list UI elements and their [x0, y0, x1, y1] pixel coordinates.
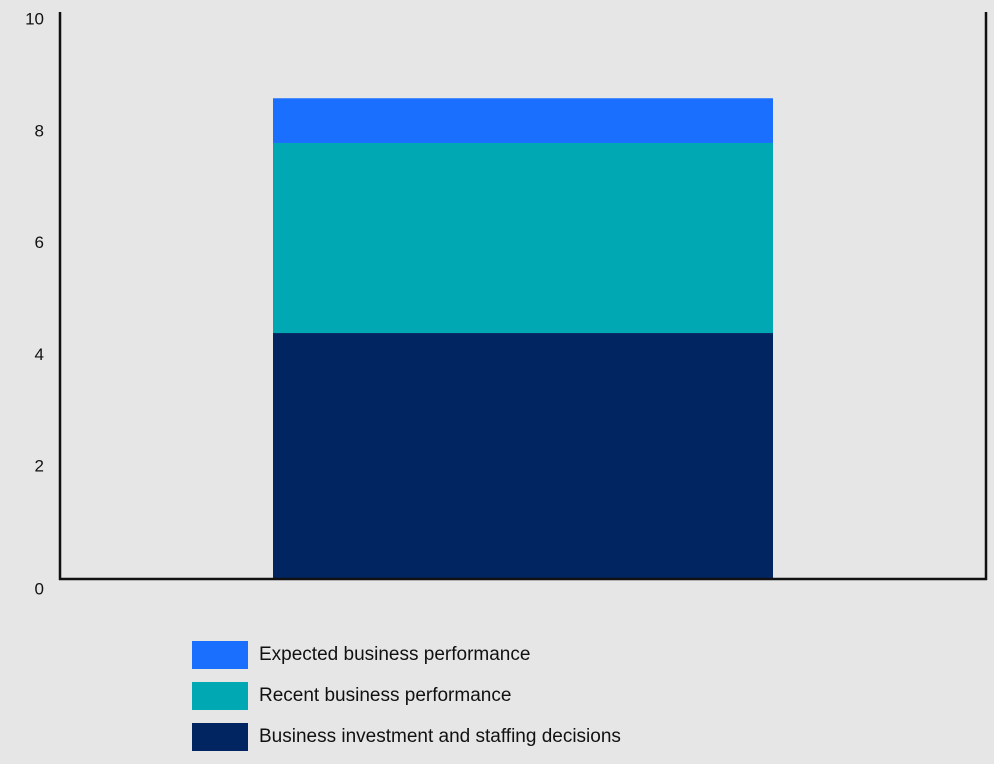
y-axis-ticks: 0 2 4 6 8 10 [25, 9, 44, 598]
legend-swatch-recent [192, 682, 248, 710]
legend-item-expected: Expected business performance [192, 641, 621, 669]
legend-label-investment: Business investment and staffing decisio… [259, 726, 621, 747]
bar-segment-investment [273, 333, 773, 579]
y-tick-label: 2 [35, 457, 44, 476]
y-tick-label: 6 [35, 233, 44, 252]
legend-label-recent: Recent business performance [259, 685, 512, 706]
legend-swatch-expected [192, 641, 248, 669]
y-tick-label: 10 [25, 9, 44, 28]
legend-item-recent: Recent business performance [192, 682, 621, 710]
y-tick-label: 8 [35, 121, 44, 140]
bar-segment-recent [273, 142, 773, 334]
bar-segment-expected [273, 98, 773, 143]
legend: Expected business performance Recent bus… [192, 641, 621, 764]
legend-label-expected: Expected business performance [259, 644, 531, 665]
legend-item-investment: Business investment and staffing decisio… [192, 723, 621, 751]
y-tick-label: 4 [35, 345, 44, 364]
legend-swatch-investment [192, 723, 248, 751]
bar-group [273, 98, 773, 579]
y-tick-label: 0 [35, 579, 44, 598]
